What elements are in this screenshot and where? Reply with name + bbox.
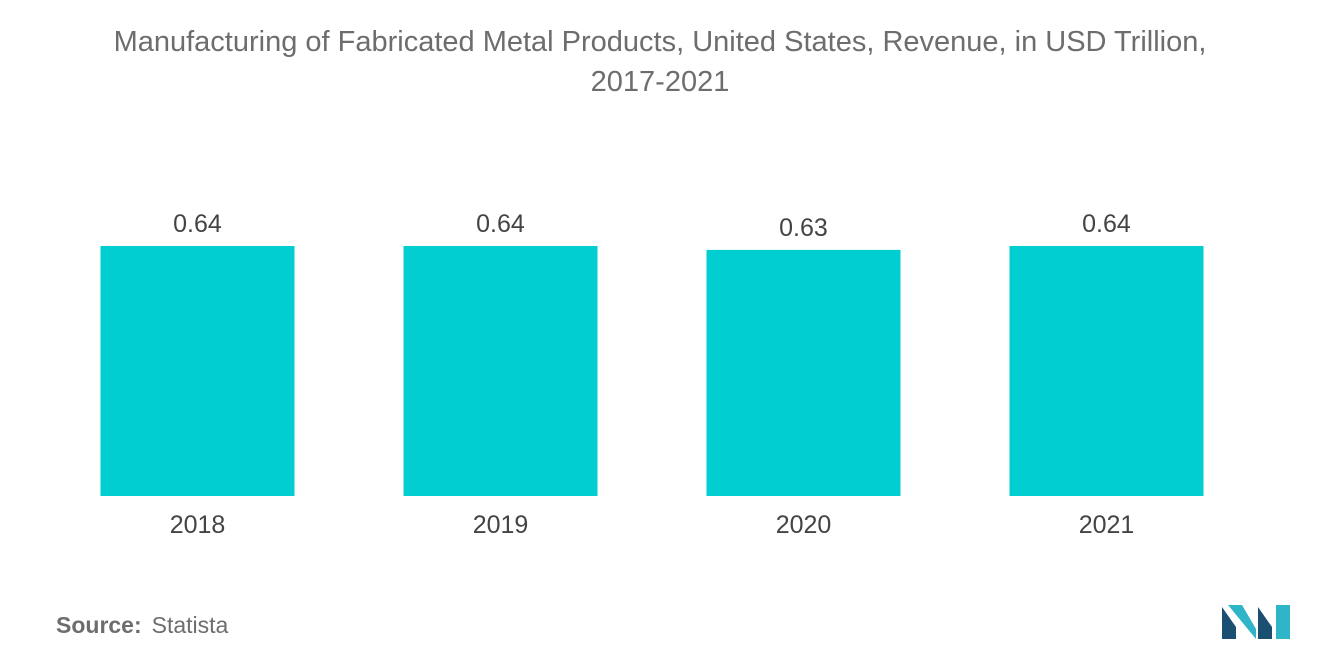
bar-2018 bbox=[100, 246, 295, 496]
data-label-2020: 0.63 bbox=[779, 214, 828, 242]
source-label: Source: bbox=[56, 612, 142, 638]
data-label-2019: 0.64 bbox=[476, 210, 525, 238]
chart-title: Manufacturing of Fabricated Metal Produc… bbox=[0, 22, 1320, 102]
x-tick-label-2018: 2018 bbox=[170, 511, 226, 539]
bar-2019 bbox=[403, 246, 598, 496]
source-note: Source: Statista bbox=[56, 612, 228, 639]
brand-logo bbox=[1222, 603, 1290, 644]
mordor-intelligence-logo-icon bbox=[1222, 605, 1290, 639]
bar-2021 bbox=[1009, 246, 1204, 496]
x-tick-label-2020: 2020 bbox=[776, 511, 832, 539]
bar-2020 bbox=[706, 249, 901, 496]
data-label-2018: 0.64 bbox=[173, 210, 222, 238]
chart-title-line-2: 2017-2021 bbox=[590, 66, 730, 98]
x-tick-label-2021: 2021 bbox=[1079, 511, 1135, 539]
source-value: Statista bbox=[151, 612, 229, 638]
chart-title-line-1: Manufacturing of Fabricated Metal Produc… bbox=[113, 26, 1207, 58]
bar-chart: 0.64 2018 0.64 2019 0.63 2020 0.64 2021 bbox=[100, 210, 1204, 539]
x-tick-label-2019: 2019 bbox=[473, 511, 529, 539]
data-label-2021: 0.64 bbox=[1082, 210, 1131, 238]
